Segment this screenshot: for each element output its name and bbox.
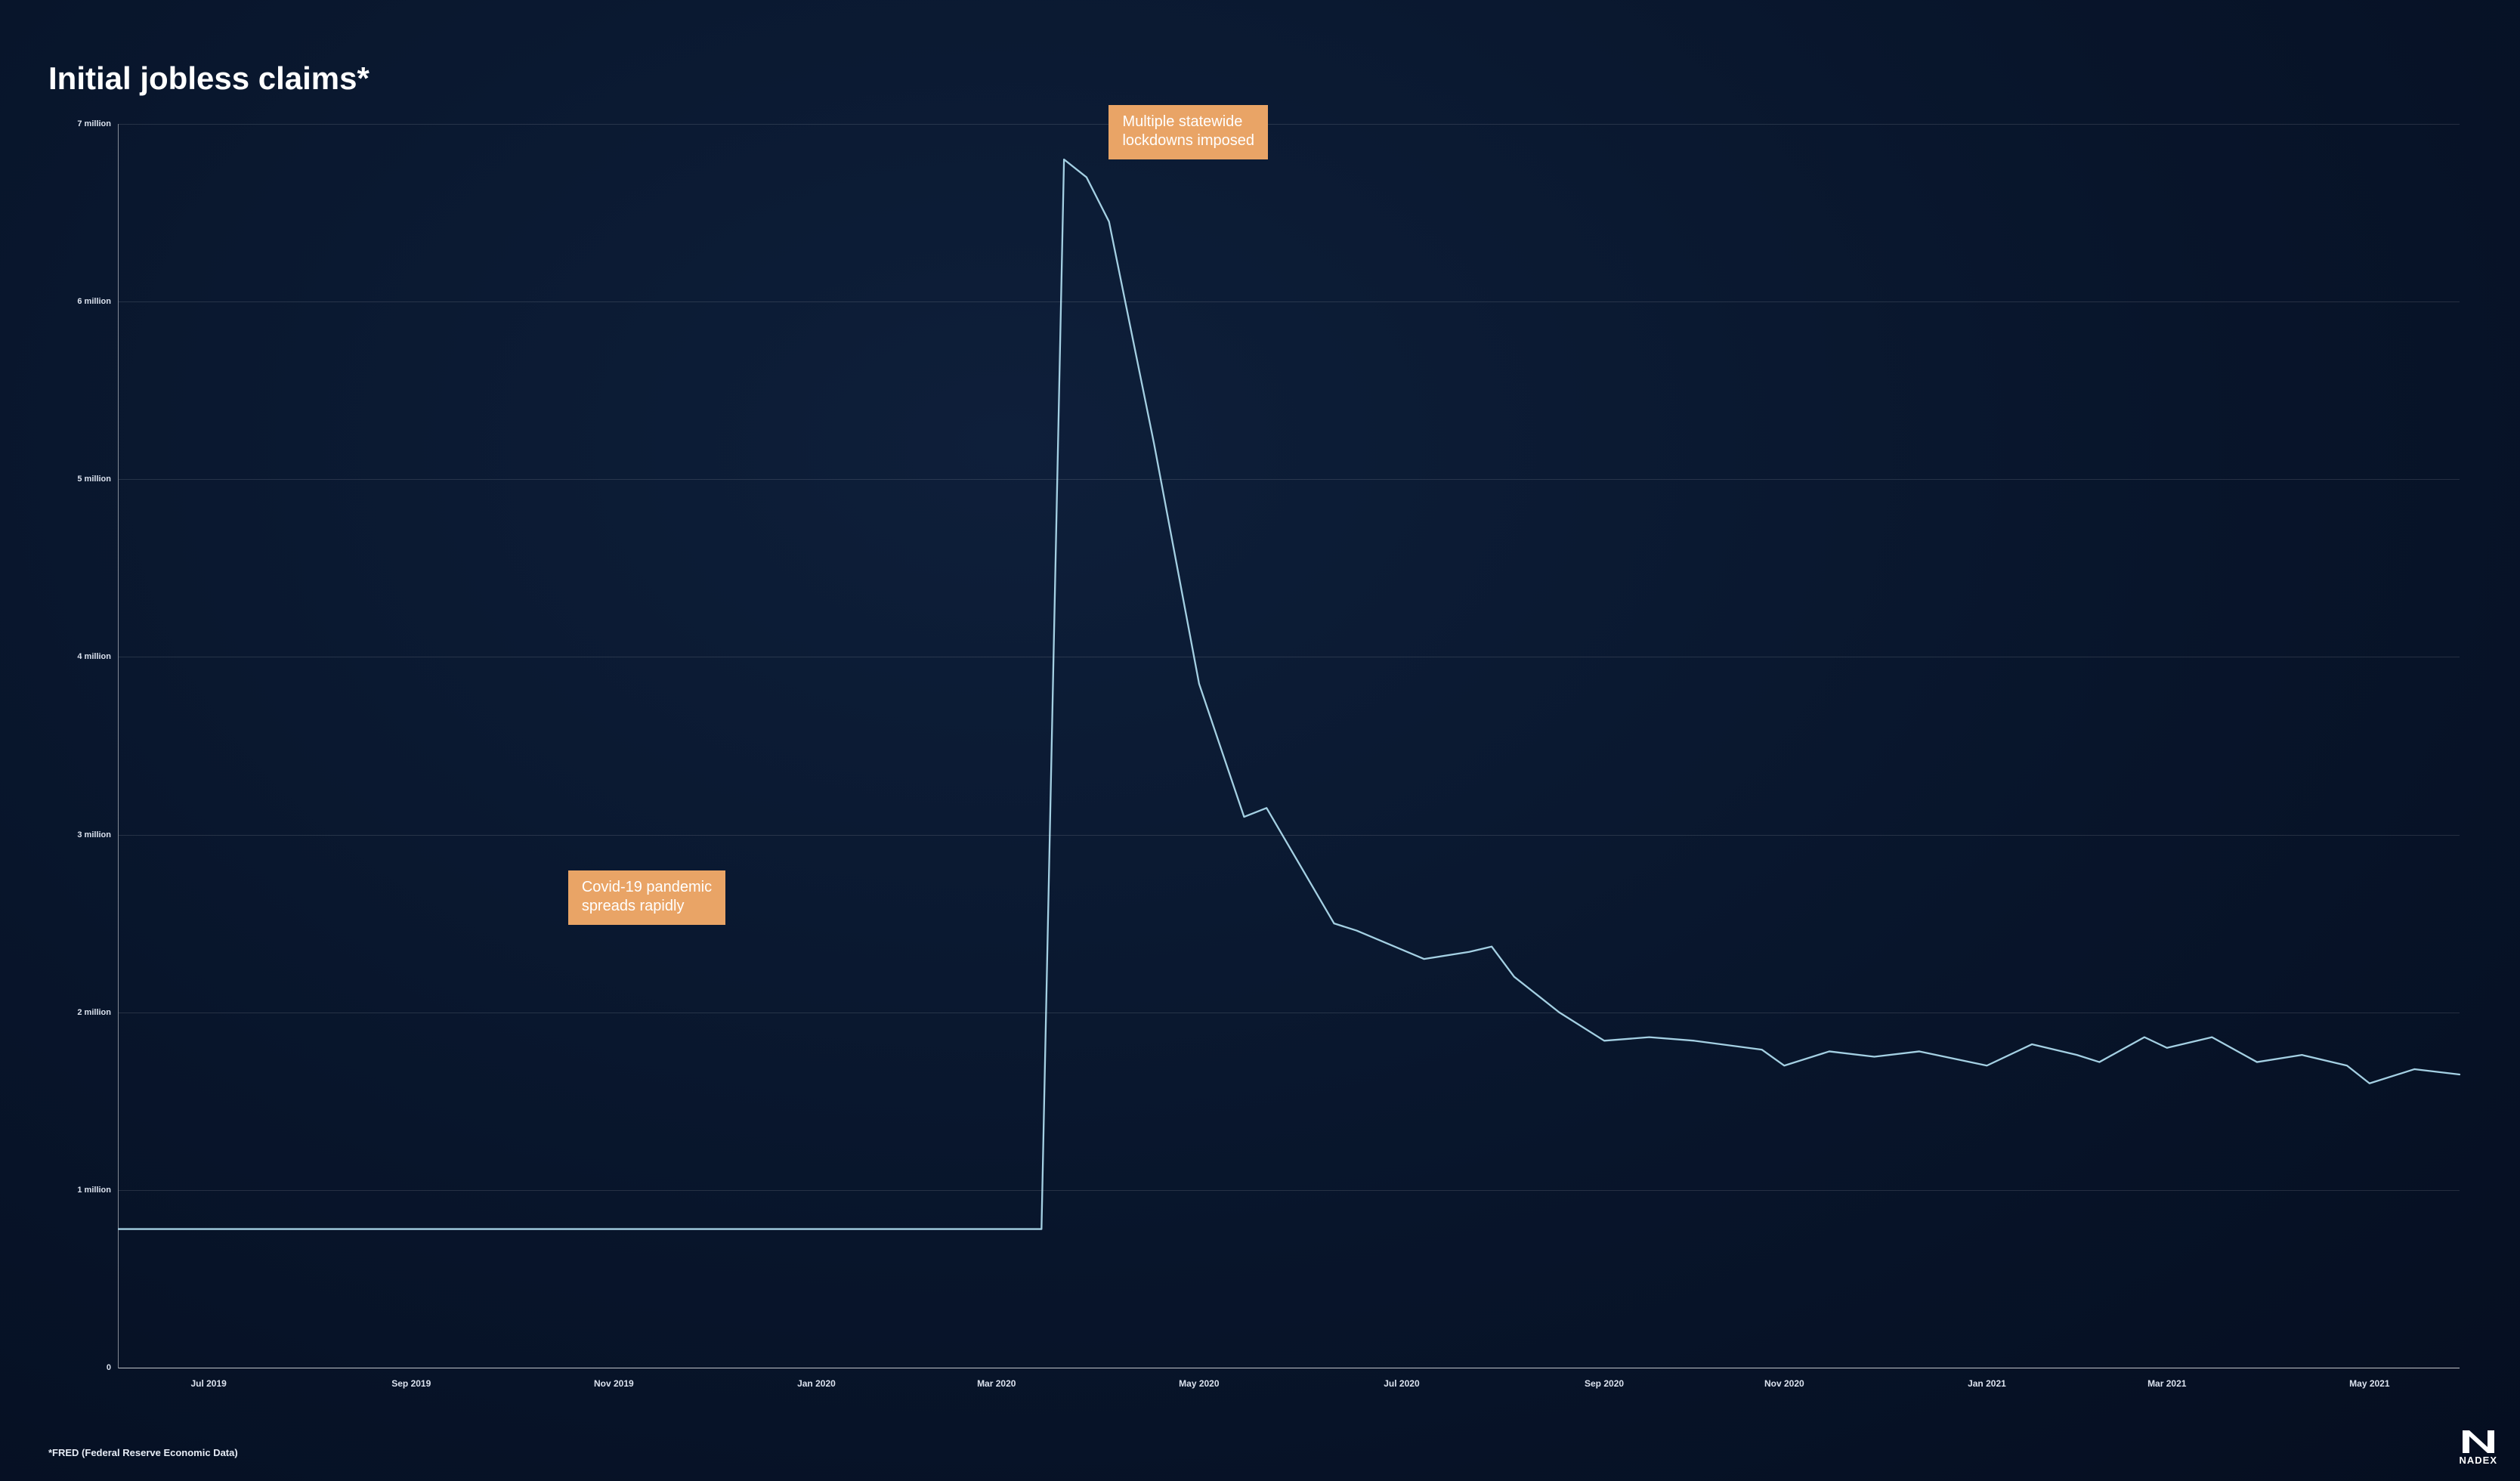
y-gridline <box>119 1190 2460 1191</box>
y-gridline <box>119 124 2460 125</box>
brand-logo: NADEX <box>2459 1429 2497 1466</box>
claims-line <box>119 159 2460 1229</box>
x-tick-label: Nov 2020 <box>1764 1368 1804 1389</box>
x-tick-label: May 2020 <box>1179 1368 1219 1389</box>
y-tick-label: 7 million <box>77 119 119 128</box>
x-tick-label: Jul 2020 <box>1384 1368 1419 1389</box>
x-tick-label: Sep 2019 <box>391 1368 431 1389</box>
brand-label: NADEX <box>2459 1455 2497 1466</box>
x-tick-label: Sep 2020 <box>1585 1368 1624 1389</box>
line-series <box>119 124 2460 1368</box>
y-gridline <box>119 479 2460 480</box>
line-chart: 0 1 million 2 million 3 million 4 million 5 m… <box>62 124 2467 1405</box>
y-tick-label: 0 <box>107 1363 119 1372</box>
chart-footnote: *FRED (Federal Reserve Economic Data) <box>48 1447 2475 1458</box>
x-tick-label: Nov 2019 <box>594 1368 634 1389</box>
y-tick-label: 5 million <box>77 475 119 484</box>
x-tick-label: Jan 2021 <box>1968 1368 2006 1389</box>
y-tick-label: 1 million <box>77 1186 119 1195</box>
y-tick-label: 2 million <box>77 1008 119 1017</box>
y-tick-label: 3 million <box>77 830 119 839</box>
y-tick-label: 6 million <box>77 297 119 306</box>
annotation-callout: Multiple statewide lockdowns imposed <box>1108 105 1268 159</box>
x-tick-label: May 2021 <box>2349 1368 2389 1389</box>
plot-area: 01 million2 million3 million4 million5 m… <box>118 124 2460 1368</box>
nadex-n-icon <box>2461 1429 2496 1455</box>
x-tick-label: Jul 2019 <box>190 1368 226 1389</box>
x-tick-label: Jan 2020 <box>797 1368 836 1389</box>
y-gridline <box>119 301 2460 302</box>
chart-title: Initial jobless claims* <box>48 60 2475 97</box>
x-tick-label: Mar 2020 <box>977 1368 1016 1389</box>
y-gridline <box>119 835 2460 836</box>
annotation-callout: Covid-19 pandemic spreads rapidly <box>568 870 725 925</box>
y-tick-label: 4 million <box>77 652 119 661</box>
x-tick-label: Mar 2021 <box>2147 1368 2186 1389</box>
